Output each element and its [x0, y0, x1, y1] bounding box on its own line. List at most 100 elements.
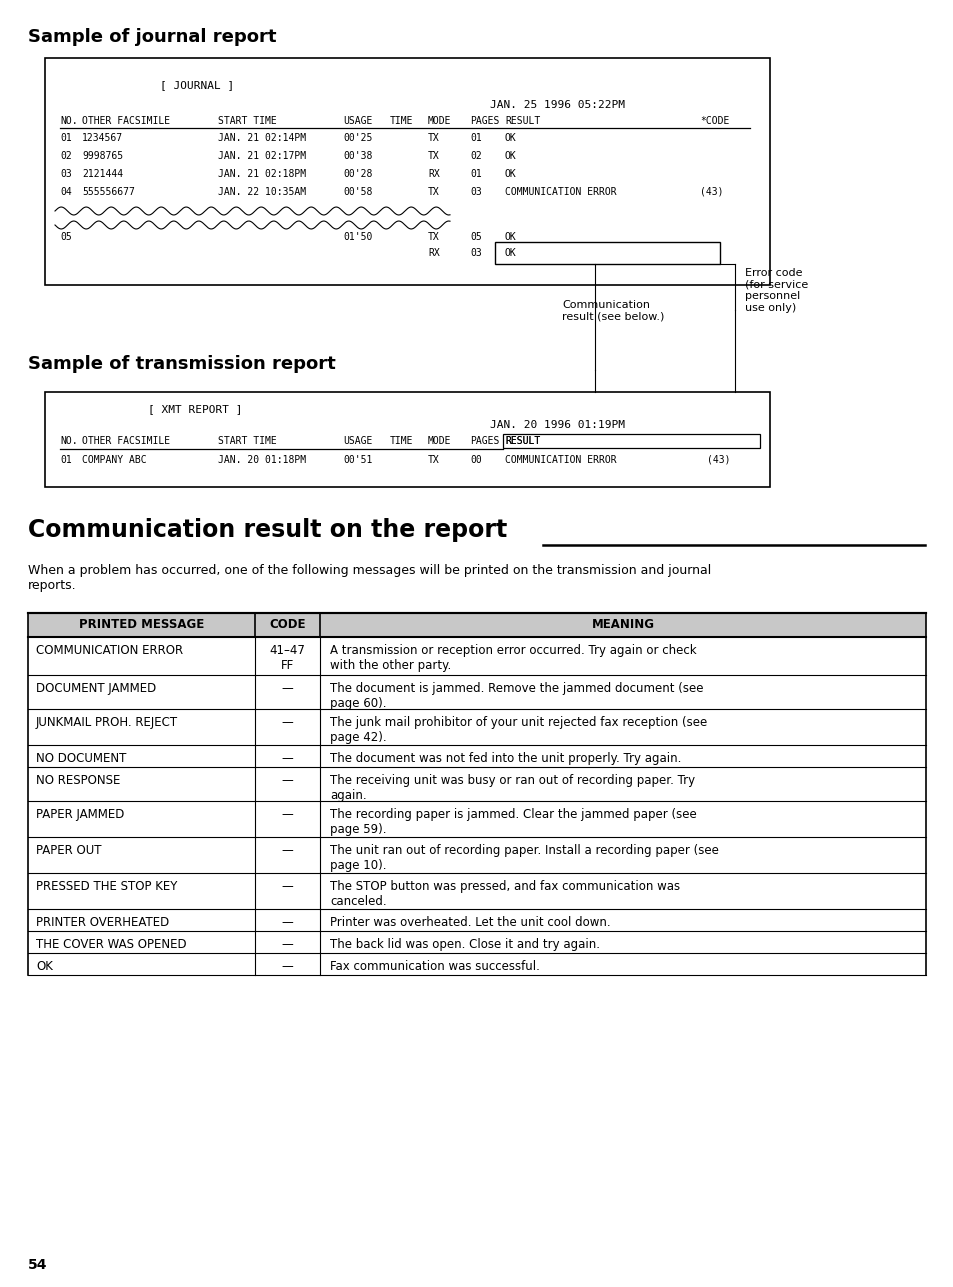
Text: 555556677: 555556677 — [82, 187, 134, 197]
Text: *CODE: *CODE — [700, 116, 729, 126]
Text: RX: RX — [428, 248, 439, 257]
Text: 1234567: 1234567 — [82, 133, 123, 143]
Text: OK: OK — [504, 169, 517, 179]
Bar — [28, 613, 925, 637]
Text: OTHER FACSIMILE: OTHER FACSIMILE — [82, 116, 170, 126]
Text: JAN. 22 10:35AM: JAN. 22 10:35AM — [218, 187, 306, 197]
Text: [ XMT REPORT ]: [ XMT REPORT ] — [148, 404, 242, 414]
Text: 01: 01 — [60, 456, 71, 465]
Text: The document is jammed. Remove the jammed document (see
page 60).: The document is jammed. Remove the jamme… — [330, 682, 702, 710]
Text: 9998765: 9998765 — [82, 151, 123, 161]
Text: USAGE: USAGE — [343, 436, 372, 447]
Text: —: — — [281, 938, 294, 951]
Text: The recording paper is jammed. Clear the jammed paper (see
page 59).: The recording paper is jammed. Clear the… — [330, 808, 696, 837]
Text: 01: 01 — [470, 133, 481, 143]
Text: TX: TX — [428, 232, 439, 242]
Text: PAPER OUT: PAPER OUT — [36, 844, 101, 857]
Text: 00'51: 00'51 — [343, 456, 372, 465]
Text: [ JOURNAL ]: [ JOURNAL ] — [160, 80, 234, 90]
Bar — [495, 242, 720, 264]
Text: PAPER JAMMED: PAPER JAMMED — [36, 808, 124, 821]
Text: The back lid was open. Close it and try again.: The back lid was open. Close it and try … — [330, 938, 599, 951]
Text: OK: OK — [504, 151, 517, 161]
Bar — [45, 393, 769, 486]
Text: The receiving unit was busy or ran out of recording paper. Try
again.: The receiving unit was busy or ran out o… — [330, 773, 695, 802]
Text: 41–47
FF: 41–47 FF — [270, 644, 305, 672]
Text: —: — — [281, 960, 294, 973]
Text: RESULT: RESULT — [504, 116, 539, 126]
Text: OK: OK — [504, 248, 517, 257]
Text: PRINTED MESSAGE: PRINTED MESSAGE — [79, 618, 204, 631]
Text: MODE: MODE — [428, 116, 451, 126]
Text: NO.: NO. — [60, 436, 77, 447]
Text: 01'50: 01'50 — [343, 232, 372, 242]
Text: PRESSED THE STOP KEY: PRESSED THE STOP KEY — [36, 880, 177, 893]
Text: Error code
(for service
personnel
use only): Error code (for service personnel use on… — [744, 268, 807, 313]
Text: Fax communication was successful.: Fax communication was successful. — [330, 960, 539, 973]
Text: START TIME: START TIME — [218, 116, 276, 126]
Text: 01: 01 — [60, 133, 71, 143]
Text: COMMUNICATION ERROR: COMMUNICATION ERROR — [504, 456, 616, 465]
Text: TIME: TIME — [390, 436, 413, 447]
Text: —: — — [281, 773, 294, 786]
Text: OK: OK — [504, 133, 517, 143]
Text: OK: OK — [504, 232, 517, 242]
Text: COMPANY ABC: COMPANY ABC — [82, 456, 147, 465]
Text: RESULT: RESULT — [504, 436, 539, 447]
Text: THE COVER WAS OPENED: THE COVER WAS OPENED — [36, 938, 187, 951]
Text: 05: 05 — [60, 232, 71, 242]
Text: RX: RX — [428, 169, 439, 179]
Text: CODE: CODE — [269, 618, 305, 631]
Text: TIME: TIME — [390, 116, 413, 126]
Text: The document was not fed into the unit properly. Try again.: The document was not fed into the unit p… — [330, 752, 680, 764]
Text: —: — — [281, 682, 294, 695]
Text: 01: 01 — [470, 169, 481, 179]
Text: PAGES: PAGES — [470, 116, 498, 126]
Text: JAN. 20 1996 01:19PM: JAN. 20 1996 01:19PM — [490, 420, 624, 430]
Text: The junk mail prohibitor of your unit rejected fax reception (see
page 42).: The junk mail prohibitor of your unit re… — [330, 716, 706, 744]
Text: 00'28: 00'28 — [343, 169, 372, 179]
Text: 05: 05 — [470, 232, 481, 242]
Text: 04: 04 — [60, 187, 71, 197]
Text: JAN. 21 02:17PM: JAN. 21 02:17PM — [218, 151, 306, 161]
Text: START TIME: START TIME — [218, 436, 276, 447]
Text: PAGES: PAGES — [470, 436, 498, 447]
Text: NO DOCUMENT: NO DOCUMENT — [36, 752, 126, 764]
Text: 03: 03 — [60, 169, 71, 179]
Text: 02: 02 — [470, 151, 481, 161]
Text: 00'58: 00'58 — [343, 187, 372, 197]
Text: OTHER FACSIMILE: OTHER FACSIMILE — [82, 436, 170, 447]
Text: (43): (43) — [706, 456, 730, 465]
Text: OK: OK — [36, 960, 52, 973]
Text: 54: 54 — [28, 1257, 48, 1272]
Text: 2121444: 2121444 — [82, 169, 123, 179]
Text: TX: TX — [428, 133, 439, 143]
Text: NO.: NO. — [60, 116, 77, 126]
Text: —: — — [281, 752, 294, 764]
Text: —: — — [281, 844, 294, 857]
Text: 00: 00 — [470, 456, 481, 465]
Text: —: — — [281, 716, 294, 728]
Text: USAGE: USAGE — [343, 116, 372, 126]
Text: 03: 03 — [470, 248, 481, 257]
Text: DOCUMENT JAMMED: DOCUMENT JAMMED — [36, 682, 156, 695]
Text: 00'38: 00'38 — [343, 151, 372, 161]
Text: Communication
result (see below.): Communication result (see below.) — [561, 300, 663, 322]
Text: 03: 03 — [470, 187, 481, 197]
Text: Communication result on the report: Communication result on the report — [28, 517, 507, 542]
Text: MEANING: MEANING — [591, 618, 654, 631]
Text: —: — — [281, 880, 294, 893]
Text: COMMUNICATION ERROR: COMMUNICATION ERROR — [36, 644, 183, 656]
Text: JAN. 21 02:18PM: JAN. 21 02:18PM — [218, 169, 306, 179]
Bar — [45, 58, 769, 284]
Text: When a problem has occurred, one of the following messages will be printed on th: When a problem has occurred, one of the … — [28, 564, 711, 592]
Text: —: — — [281, 808, 294, 821]
Text: 02: 02 — [60, 151, 71, 161]
Text: PRINTER OVERHEATED: PRINTER OVERHEATED — [36, 916, 169, 929]
Text: (43): (43) — [700, 187, 722, 197]
Text: TX: TX — [428, 456, 439, 465]
Text: COMMUNICATION ERROR: COMMUNICATION ERROR — [504, 187, 616, 197]
Text: NO RESPONSE: NO RESPONSE — [36, 773, 120, 786]
Text: The STOP button was pressed, and fax communication was
canceled.: The STOP button was pressed, and fax com… — [330, 880, 679, 909]
Text: JAN. 21 02:14PM: JAN. 21 02:14PM — [218, 133, 306, 143]
